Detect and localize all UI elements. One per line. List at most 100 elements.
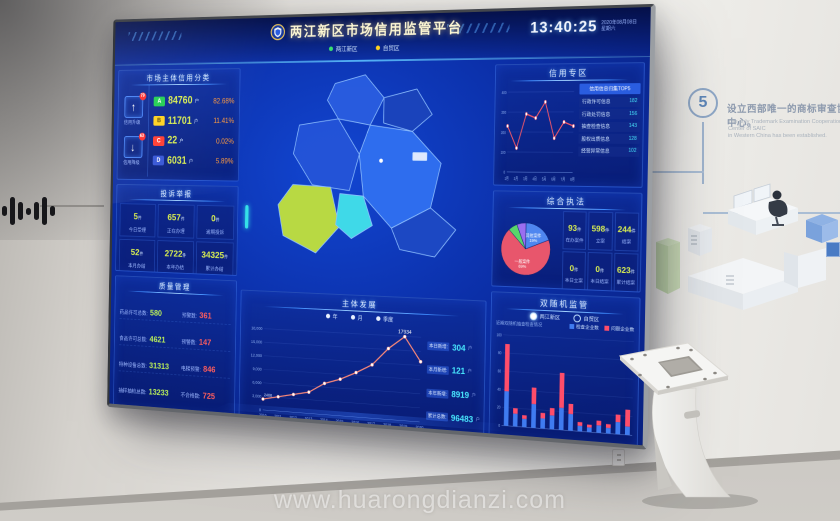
svg-text:2012: 2012 <box>289 416 297 421</box>
power-outlet <box>612 449 625 466</box>
equalizer-art-icon <box>2 184 55 238</box>
grade-chip: A <box>153 96 166 107</box>
map-zoom-slider[interactable] <box>244 205 249 229</box>
svg-text:一般案件69%: 一般案件69% <box>514 258 530 269</box>
svg-text:2014: 2014 <box>320 418 328 423</box>
svg-text:300: 300 <box>501 109 506 115</box>
svg-text:2011: 2011 <box>274 414 281 419</box>
svg-text:15,000: 15,000 <box>251 339 263 345</box>
wall-tag <box>826 242 840 257</box>
panel-credit-trend: 信用专区 400 300 200 100 0 1月 2月 3月 4月 5月 6月 7月 8月 信用信息归… <box>493 62 645 188</box>
top5-header: 信用信息归集TOP5 <box>579 83 641 95</box>
svg-text:5月: 5月 <box>542 176 547 182</box>
panel-development: 主体发展 年 月 季度 18,000 15,000 12,000 9,000 6,000… <box>238 289 487 438</box>
grade-count: 11701 <box>167 115 192 127</box>
svg-text:1月: 1月 <box>504 175 508 181</box>
random-bar-chart: 100 80 60 40 20 0 <box>497 333 636 445</box>
stat-cell: 657件 正在办理 <box>157 204 195 239</box>
list-item: 经营异常信息 102 <box>578 146 640 157</box>
panel-title: 市场主体信用分类 <box>119 69 240 86</box>
stat-tile: 244件 结案 <box>614 212 640 252</box>
svg-text:3月: 3月 <box>523 176 527 182</box>
random-option[interactable]: 两江新区 <box>529 312 561 321</box>
list-item: 行政处罚信息 156 <box>578 109 641 120</box>
grade-chip: D <box>152 155 165 166</box>
stat-cell: 0件 逾期投诉 <box>196 204 235 240</box>
svg-text:18,000: 18,000 <box>251 325 263 331</box>
top5-list: 信用信息归集TOP5 行政许可信息 182 行政处罚信息 156 抽查检查信息 143… <box>578 83 641 187</box>
upgrade-badge: 79 <box>139 92 146 101</box>
svg-text:其他案件19%: 其他案件19% <box>525 233 541 244</box>
credit-downgrade-button[interactable]: ↓ 63 <box>123 132 146 159</box>
downgrade-label: 信用降级 <box>123 160 140 166</box>
list-item: 行政许可信息 182 <box>579 96 641 107</box>
svg-text:60: 60 <box>498 369 502 374</box>
svg-text:2月: 2月 <box>514 175 518 181</box>
svg-text:400: 400 <box>502 89 507 95</box>
enforcement-tiles: 93件 在办案件 598件 立案 244件 结案 0件 本日立案 0件 本日结案 623件… <box>561 211 640 293</box>
clock-block: 13:40:25 2020年08月08日 星期六 <box>530 17 637 37</box>
stat-tile: 0件 本日结案 <box>587 251 613 292</box>
quality-row: 特种设备总数: 31313 电梯预警: 846 <box>118 357 231 379</box>
svg-text:200: 200 <box>501 129 506 135</box>
stat-cell: 2722件 本年办结 <box>156 240 195 276</box>
legend-year[interactable]: 年 <box>325 312 338 321</box>
panel-complaints: 投诉举报 5件 今日受理 657件 正在办理 0件 逾期投诉 52件 本月办结 2722… <box>115 183 239 276</box>
weekday: 星期六 <box>601 25 616 33</box>
platform-emblem-icon <box>270 23 285 40</box>
svg-text:2013: 2013 <box>305 417 313 422</box>
svg-text:2408: 2408 <box>264 392 273 398</box>
legend-quarter[interactable]: 季度 <box>376 314 393 323</box>
timeline-step-number: 5 <box>688 88 718 118</box>
toggle-liangjiang[interactable]: 两江新区 <box>329 43 358 53</box>
stat-cell: 5件 今日受理 <box>119 203 156 238</box>
legend-chip <box>569 323 575 330</box>
svg-text:12,000: 12,000 <box>251 352 263 358</box>
toggle-dot <box>329 45 334 51</box>
wall-line <box>648 171 704 173</box>
svg-text:2018: 2018 <box>383 423 391 428</box>
svg-text:17934: 17934 <box>398 329 412 336</box>
downgrade-badge: 63 <box>138 132 146 141</box>
quality-row: 食品许可总数: 4621 预警数: 147 <box>119 331 231 352</box>
list-item: 抽查检查信息 143 <box>578 121 640 132</box>
credit-upgrade-button[interactable]: ↑ 79 <box>123 92 146 118</box>
svg-text:7月: 7月 <box>561 176 566 182</box>
wall-headline-zh: 设立西部唯一的商标审查协作中心。 <box>727 104 840 129</box>
svg-text:100: 100 <box>497 333 502 338</box>
svg-text:6,000: 6,000 <box>252 379 262 385</box>
svg-text:80: 80 <box>498 351 502 356</box>
svg-text:2015: 2015 <box>336 419 344 424</box>
credit-row-d: D 6031 户 5.89% <box>152 155 234 167</box>
stat-row: 本年新增: 8919 户 <box>426 388 476 401</box>
svg-text:0: 0 <box>503 169 505 175</box>
toggle-ftz[interactable]: 自贸区 <box>376 42 400 52</box>
grade-count: 6031 <box>167 155 187 167</box>
led-dashboard-screen: 两江新区市场信用监管平台 两江新区 自贸区 13:40:25 2020 年 0 <box>107 3 656 450</box>
map-svg <box>241 64 491 295</box>
legend-month[interactable]: 月 <box>350 313 363 322</box>
timeline-stem <box>702 122 704 184</box>
credit-row-a: A 84760 户 82.68% <box>153 96 235 107</box>
grade-count: 22 <box>167 135 178 147</box>
svg-text:20: 20 <box>497 405 501 410</box>
svg-text:3,000: 3,000 <box>252 393 262 399</box>
stat-tile: 598件 立案 <box>588 211 613 251</box>
svg-text:6月: 6月 <box>551 176 556 182</box>
grade-chip: C <box>152 135 165 146</box>
credit-row-c: C 22 户 0.02% <box>152 135 234 147</box>
svg-text:0: 0 <box>498 423 500 428</box>
kiosk-stand <box>618 342 758 509</box>
clock: 13:40:25 <box>530 18 598 37</box>
list-item: 股权出质信息 128 <box>578 133 640 144</box>
grade-percent: 5.89% <box>215 157 234 166</box>
panel-random-supervision: 双随机监管 两江新区 自贸区 近期双随机抽查检查情况 检查企业数 问题企业数 <box>488 291 641 446</box>
district-map[interactable] <box>241 64 491 295</box>
svg-text:0: 0 <box>259 407 262 412</box>
isometric-office-illustration <box>656 183 838 310</box>
case-pie-chart: 其他案件19% 一般案件69% <box>494 210 561 290</box>
stat-cell: 34325件 累计办结 <box>195 241 234 276</box>
map-callout <box>412 151 428 161</box>
